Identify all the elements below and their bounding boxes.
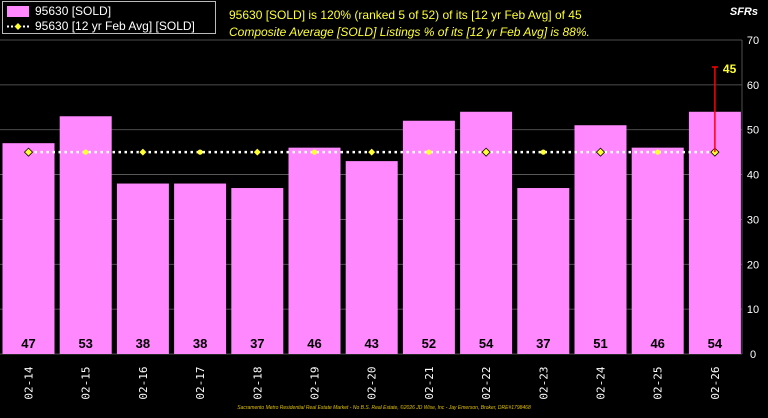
average-marker [83,149,89,155]
x-tick-label: 02-18 [251,366,264,399]
bar [345,161,398,354]
bar-value-label: 38 [193,336,207,351]
y-tick-label: 40 [747,170,759,182]
y-tick-label: 30 [747,214,759,226]
legend: 95630 [SOLD] 95630 [12 yr Feb Avg] [SOLD… [2,1,216,34]
y-tick-label: 10 [747,304,759,316]
bar-value-label: 46 [650,336,664,351]
legend-average-label: 95630 [12 yr Feb Avg] [SOLD] [35,19,195,33]
bar-value-label: 54 [708,336,723,351]
headline-composite: Composite Average [SOLD] Listings % of i… [229,25,590,39]
bar-value-label: 52 [422,336,436,351]
y-axis-title: SFRs [729,6,758,18]
average-line [23,147,720,157]
bar [574,125,627,354]
legend-item-average: 95630 [12 yr Feb Avg] [SOLD] [7,19,195,33]
bar [402,120,455,354]
average-marker [23,147,34,157]
bar-value-label: 47 [21,336,35,351]
average-marker [595,147,606,157]
x-tick-label: 02-15 [80,366,93,399]
bar-value-label: 53 [78,336,92,351]
average-marker [311,149,318,155]
average-marker [481,147,491,157]
bar [288,147,341,354]
bar-value-labels: 47 53 38 38 37 46 43 52 54 37 51 46 54 [21,336,723,351]
y-tick-label: 70 [747,35,759,47]
bar-value-label: 38 [136,336,150,351]
footer-credit: Sacramento Metro Residential Real Estate… [237,405,531,411]
x-tick-labels: 02-14 02-15 02-16 02-17 02-18 02-19 02-20 02-21… [23,366,722,399]
y-tick-label: 0 [750,349,756,361]
bar-value-label: 37 [250,336,264,351]
bar [174,183,227,354]
highlight-label: 45 [723,62,737,76]
bars [2,111,741,355]
legend-sold-label: 95630 [SOLD] [35,4,112,18]
bar [2,143,55,354]
y-tick-label: 60 [747,80,759,92]
x-tick-label: 02-22 [480,366,493,399]
x-tick-label: 02-26 [709,366,722,399]
average-marker [197,149,203,155]
x-tick-label: 02-24 [595,366,608,399]
y-tick-labels: 0 10 20 30 40 50 60 70 [747,35,759,361]
y-tick-label: 20 [747,259,759,271]
headline-ranking: 95630 [SOLD] is 120% (ranked 5 of 52) of… [229,8,582,22]
bar [517,188,570,354]
average-marker [138,147,148,157]
bar [631,147,684,354]
bar-value-label: 51 [593,336,607,351]
y-tick-label: 50 [747,125,759,137]
bar [59,116,112,354]
bar-value-label: 46 [307,336,321,351]
average-marker [367,147,377,157]
x-tick-label: 02-14 [23,366,36,399]
average-marker [655,149,661,155]
average-marker [426,149,432,155]
x-tick-label: 02-19 [309,366,322,399]
highlight: 45 [711,62,737,153]
x-tick-label: 02-21 [423,366,436,399]
bar-value-label: 37 [536,336,550,351]
average-marker [252,147,262,157]
legend-line-swatch [7,21,29,32]
x-tick-label: 02-20 [366,366,379,399]
average-marker [540,149,546,155]
legend-item-sold: 95630 [SOLD] [7,4,111,18]
x-tick-label: 02-25 [652,366,665,399]
bar [116,183,169,354]
x-tick-label: 02-23 [537,366,550,399]
bar-value-label: 43 [364,336,378,351]
x-tick-label: 02-17 [194,366,207,399]
bar-value-label: 54 [479,336,494,351]
x-tick-label: 02-16 [137,366,150,399]
legend-bar-swatch [7,5,29,17]
bar [231,188,284,354]
